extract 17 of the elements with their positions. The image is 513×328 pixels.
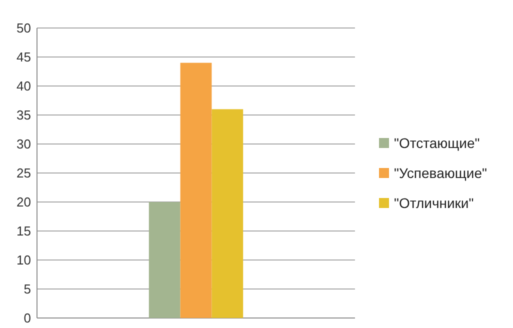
legend-label: "Отстающие" <box>394 134 480 151</box>
legend-label: "Успевающие" <box>394 164 487 181</box>
y-tick-label: 5 <box>24 282 31 297</box>
y-tick-label: 20 <box>16 194 31 210</box>
y-tick-label: 45 <box>16 50 31 65</box>
y-tick-label: 50 <box>16 20 31 36</box>
bar <box>212 109 244 318</box>
y-tick-label: 35 <box>16 108 31 123</box>
legend-label: "Отличники" <box>394 194 474 211</box>
y-tick-label: 30 <box>16 136 31 152</box>
bar <box>148 202 180 318</box>
y-tick-label: 25 <box>16 166 31 181</box>
y-tick-label: 10 <box>16 252 31 268</box>
y-tick-label: 15 <box>16 224 31 239</box>
bar <box>180 62 212 318</box>
y-tick-label: 40 <box>16 78 31 94</box>
y-tick-label: 0 <box>24 310 31 326</box>
